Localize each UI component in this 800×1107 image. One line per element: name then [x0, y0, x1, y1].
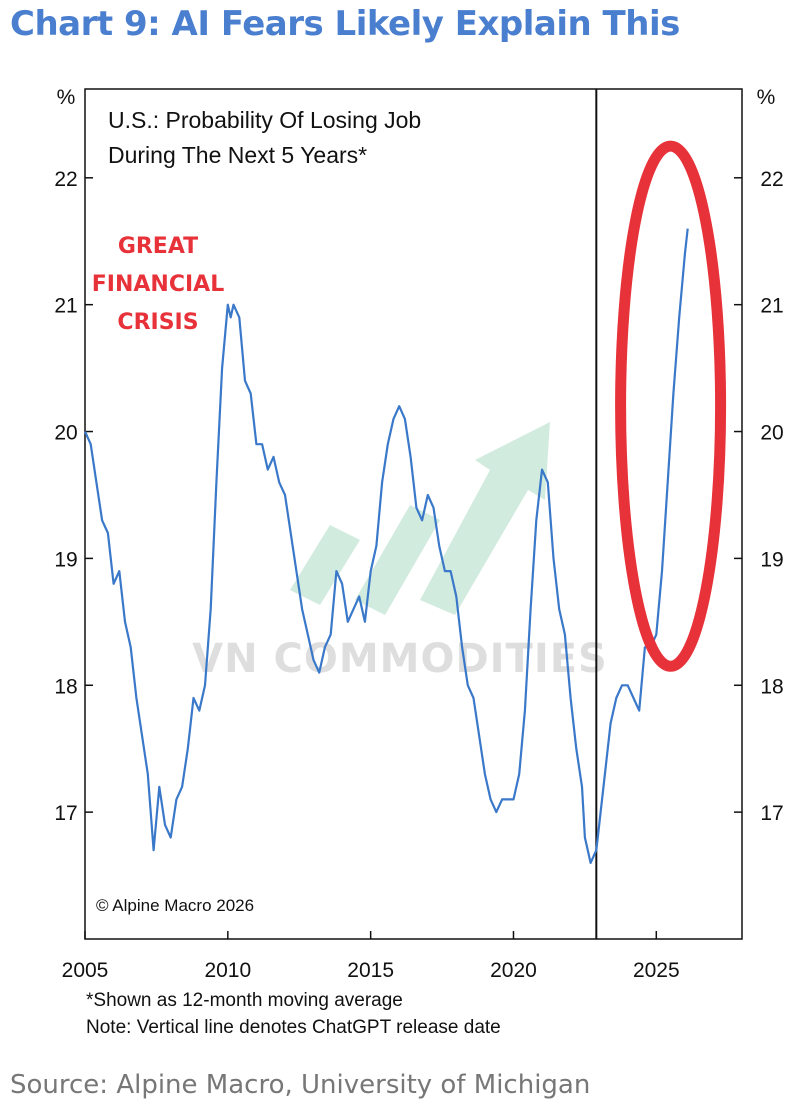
- y-axis-unit-left: %: [57, 86, 76, 109]
- footnote-moving-average: *Shown as 12-month moving average: [86, 990, 403, 1011]
- y-tick-label-left-17: 17: [54, 802, 77, 825]
- y-tick-label-right-17: 17: [760, 802, 783, 825]
- y-tick-label-right-21: 21: [760, 295, 783, 318]
- y-axis-unit-right: %: [757, 86, 776, 109]
- annotation-crisis: CRISIS: [117, 310, 198, 335]
- y-tick-label-left-22: 22: [54, 168, 77, 191]
- annotation-financial: FINANCIAL: [92, 272, 224, 297]
- y-tick-label-right-18: 18: [760, 675, 783, 698]
- annotation-great: GREAT: [118, 234, 198, 259]
- footnote-vertical-line: Note: Vertical line denotes ChatGPT rele…: [86, 1017, 501, 1038]
- y-tick-label-left-21: 21: [54, 295, 77, 318]
- watermark-arrow-shape-2: [355, 505, 440, 615]
- y-tick-label-right-20: 20: [760, 422, 783, 445]
- series-line-job-loss-probability: [83, 228, 689, 865]
- y-tick-label-right-22: 22: [760, 168, 783, 191]
- watermark-arrow-shape-1: [290, 525, 360, 605]
- copyright-label: © Alpine Macro 2026: [96, 896, 254, 915]
- x-tick-label-2010: 2010: [204, 959, 251, 982]
- y-tick-label-right-19: 19: [760, 548, 783, 571]
- watermark: VN COMMODITIES: [192, 422, 608, 682]
- inner-chart-subtitle: During The Next 5 Years*: [108, 142, 367, 168]
- highlight-ellipse: [615, 140, 727, 672]
- y-tick-label-left-18: 18: [54, 675, 77, 698]
- y-tick-label-left-20: 20: [54, 422, 77, 445]
- y-tick-label-left-19: 19: [54, 548, 77, 571]
- chart-title: Chart 9: AI Fears Likely Explain This: [10, 4, 680, 44]
- x-tick-label-2020: 2020: [490, 959, 537, 982]
- source-note: Source: Alpine Macro, University of Mich…: [10, 1070, 591, 1100]
- watermark-arrow-shape-3: [420, 422, 550, 615]
- x-tick-label-2015: 2015: [347, 959, 394, 982]
- x-tick-label-2025: 2025: [633, 959, 680, 982]
- plot-frame: [84, 88, 743, 940]
- x-tick-label-2005: 2005: [62, 959, 109, 982]
- inner-chart-title: U.S.: Probability Of Losing Job: [108, 107, 421, 133]
- watermark-text: VN COMMODITIES: [192, 636, 608, 682]
